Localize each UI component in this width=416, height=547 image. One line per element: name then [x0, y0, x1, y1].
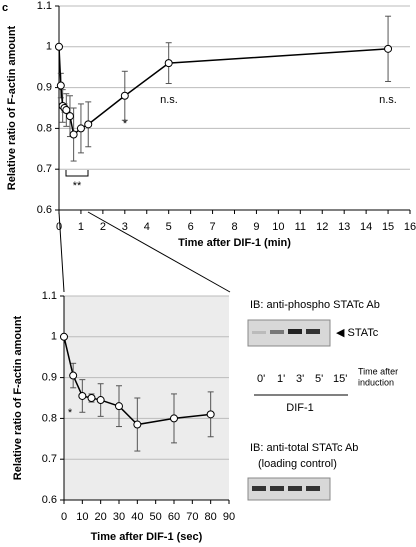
data-point — [56, 81, 65, 90]
x-tick-label: 16 — [404, 221, 416, 233]
x-tick-label: 10 — [76, 511, 88, 523]
blot-band — [288, 486, 302, 491]
data-point — [78, 391, 87, 400]
data-point — [62, 106, 71, 115]
blot-band — [288, 329, 302, 334]
y-tick-label: 0.9 — [37, 82, 52, 94]
blot-note: (loading control) — [258, 458, 337, 470]
blot-title: IB: anti-phospho STATc Ab — [250, 299, 380, 311]
data-point — [65, 112, 74, 121]
x-tick-label: 11 — [295, 221, 306, 233]
y-tick-label: 0.6 — [42, 494, 57, 506]
blot-band — [270, 330, 284, 334]
data-point — [55, 42, 63, 51]
y-tick-label: 0.7 — [37, 163, 52, 175]
data-point — [69, 371, 78, 380]
blot-band — [306, 486, 320, 491]
x-tick-label: 6 — [188, 221, 194, 233]
treatment-label: DIF-1 — [286, 402, 314, 414]
blot-band — [252, 486, 266, 491]
x-tick-label: 4 — [144, 221, 150, 233]
lane-label: 5' — [315, 373, 323, 385]
bracket — [65, 170, 89, 177]
plot-area — [59, 6, 410, 210]
x-tick-label: 5 — [166, 221, 172, 233]
data-point — [206, 410, 215, 419]
y-tick-label: 0.6 — [37, 204, 52, 216]
y-tick-label: 1 — [51, 331, 57, 343]
y-axis-label: Relative ratio of F-actin amount — [6, 25, 18, 190]
x-tick-label: 15 — [382, 221, 394, 233]
blot-band — [252, 331, 266, 334]
annotation: * — [123, 118, 128, 130]
x-tick-label: 12 — [316, 221, 328, 233]
annotation: * — [68, 407, 73, 419]
x-tick-label: 40 — [131, 511, 143, 523]
annotation: n.s. — [160, 94, 178, 106]
x-tick-label: 10 — [272, 221, 284, 233]
zoom-line — [58, 211, 65, 293]
band-label: ◀ STATc — [336, 327, 379, 339]
zoom-line — [87, 211, 231, 293]
annotation: ** — [73, 180, 82, 192]
y-tick-label: 1.1 — [37, 0, 52, 12]
data-point — [69, 130, 78, 139]
data-point — [87, 394, 96, 402]
lane-label: 0' — [257, 373, 265, 385]
data-point — [133, 420, 142, 429]
x-tick-label: 7 — [210, 221, 216, 233]
time-note: induction — [358, 377, 394, 387]
x-tick-label: 0 — [56, 221, 62, 233]
x-tick-label: 1 — [78, 221, 84, 233]
data-point — [60, 332, 68, 341]
data-point — [384, 44, 393, 53]
y-tick-label: 0.9 — [42, 372, 57, 384]
lane-label: 1' — [277, 373, 285, 385]
annotation: n.s. — [379, 94, 397, 106]
y-tick-label: 0.8 — [42, 412, 57, 424]
time-note: Time after — [358, 366, 398, 376]
x-tick-label: 80 — [205, 511, 217, 523]
data-point — [164, 59, 173, 68]
y-tick-label: 0.7 — [42, 453, 57, 465]
data-point — [120, 91, 129, 100]
blot-band — [270, 486, 284, 491]
panel-label: c — [2, 2, 8, 14]
lane-label: 15' — [333, 373, 347, 385]
data-point — [170, 414, 178, 423]
x-tick-label: 90 — [223, 511, 235, 523]
x-tick-label: 60 — [168, 511, 180, 523]
data-point — [76, 124, 85, 133]
y-axis-label: Relative ratio of F-actin amount — [12, 315, 24, 480]
x-tick-label: 50 — [150, 511, 162, 523]
lane-label: 3' — [296, 373, 304, 385]
blot-band — [306, 329, 320, 334]
x-axis-label: Time after DIF-1 (sec) — [91, 531, 203, 543]
blot-title: IB: anti-total STATc Ab — [250, 442, 358, 454]
x-tick-label: 20 — [95, 511, 107, 523]
x-tick-label: 13 — [338, 221, 350, 233]
x-tick-label: 30 — [113, 511, 125, 523]
x-tick-label: 0 — [61, 511, 67, 523]
x-tick-label: 70 — [186, 511, 198, 523]
y-tick-label: 1.1 — [42, 290, 57, 302]
x-tick-label: 14 — [360, 221, 372, 233]
x-tick-label: 9 — [253, 221, 259, 233]
x-tick-label: 3 — [122, 221, 128, 233]
x-tick-label: 8 — [231, 221, 237, 233]
x-axis-label: Time after DIF-1 (min) — [178, 237, 291, 249]
data-point — [84, 120, 93, 129]
x-tick-label: 2 — [100, 221, 106, 233]
data-point — [96, 396, 105, 405]
y-tick-label: 0.8 — [37, 122, 52, 134]
y-tick-label: 1 — [46, 41, 52, 53]
data-point — [115, 402, 123, 411]
